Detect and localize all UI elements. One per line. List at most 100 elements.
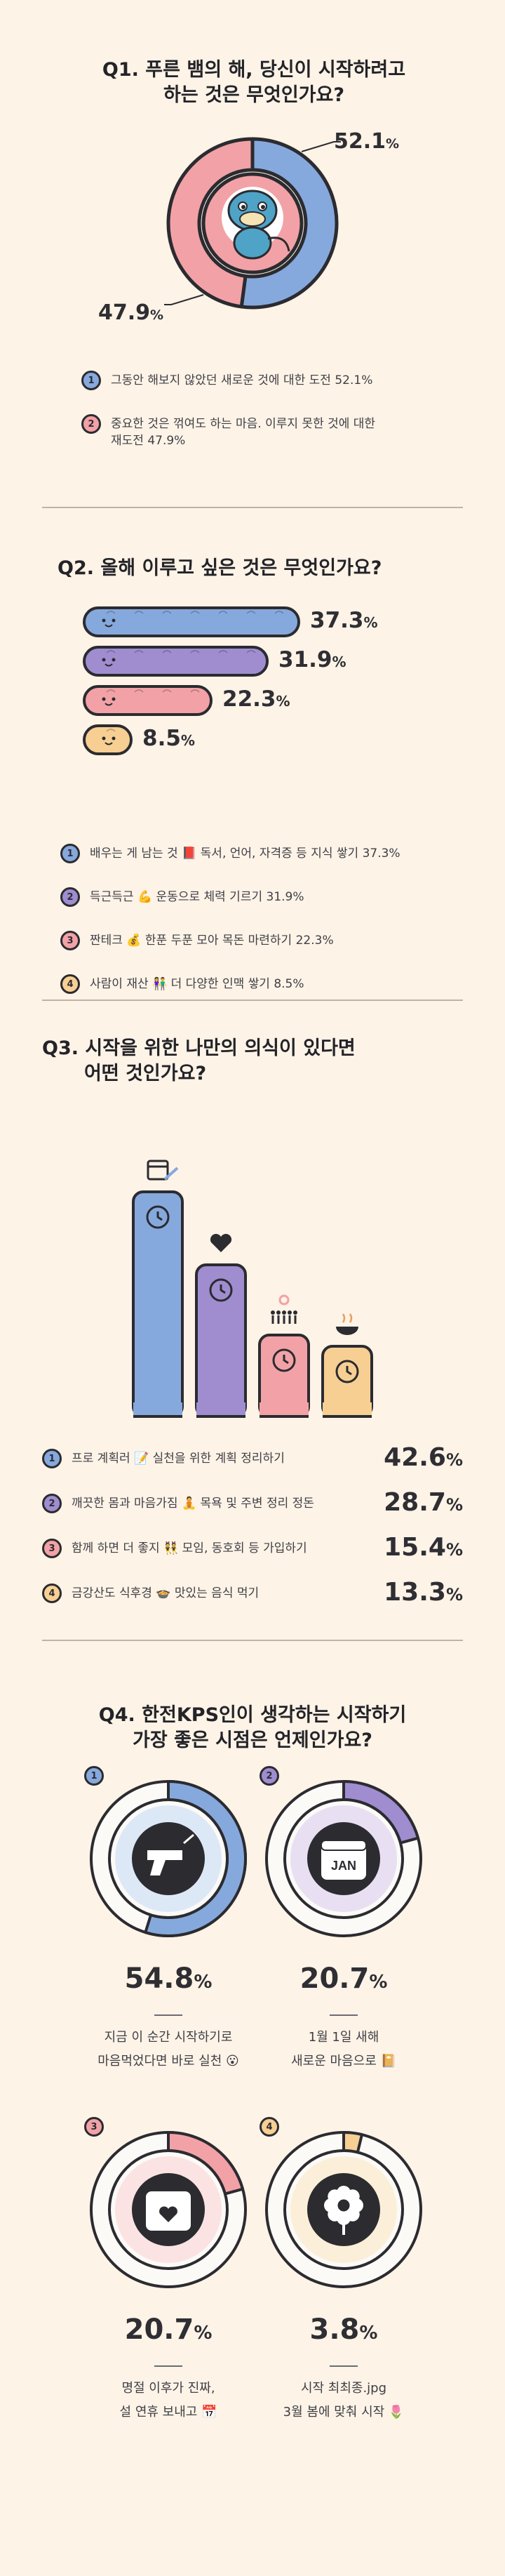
q3-title-line2: 어떤 것인가요? [84,1063,207,1084]
q3-legend-num-2: 2 [48,1498,55,1509]
q2-value-text-2: 31.9 [278,647,332,672]
q4-pct-text-1: 54.8 [124,1963,194,1995]
q1-legend-num-2: 2 [88,418,95,430]
q3-bar-base-3 [260,1402,309,1416]
q4-caption-2: 1월 1일 새해 새로운 마음으로 📔 [252,2026,435,2073]
q2-value-text-4: 8.5 [142,726,181,751]
q1-legend-num-1: 1 [88,375,95,386]
bar-bump [162,611,172,614]
q3-bar-2 [195,1233,247,1418]
face-smile [105,663,113,667]
q2-value-text-3: 22.3 [222,686,276,712]
q2-legend-num-3: 3 [67,935,74,946]
steam-icon [342,1313,353,1323]
q3-bar-base-2 [196,1402,245,1416]
q3-value-unit-4: % [445,1585,463,1605]
people-icon [276,1310,281,1315]
q4-dash-3 [154,2365,182,2367]
spark-icon [183,1833,194,1845]
q1-pct-b-unit: % [150,307,164,323]
q1-legend-item-1: 1 그동안 해보지 않았던 새로운 것에 대한 도전 52.1% [81,371,372,390]
q3-legend-text-1: 프로 계획러 📝 실천을 위한 계획 정리하기 [72,1452,285,1466]
q2-legend-item-1: 1 배우는 게 남는 것 📕 독서, 언어, 자격증 등 지식 쌓기 37.3% [60,844,400,863]
q2-legend-badge-4: 4 [60,974,80,994]
clock-hands [283,1355,289,1365]
q2-legend-badge-1: 1 [60,844,80,863]
bar-bump [106,689,116,693]
q3-legend-badge-3: 3 [42,1539,62,1558]
stopwatch-icon [147,1850,182,1875]
q3-legend-item-3: 3 함께 하면 더 좋지 👯 모임, 동호회 등 가입하기 [42,1539,307,1558]
q2-bar-texture-1 [102,611,284,628]
face-eye-left [102,618,106,623]
q4-donut-1 [90,1780,247,1937]
bar-bump [134,650,144,653]
q3-legend-text-2: 깨끗한 몸과 마음가짐 🧘 목욕 및 주변 정리 정돈 [72,1496,314,1511]
mascot-body [233,226,272,260]
q2-value-unit-4: % [180,732,195,749]
q2-bar-4 [83,724,133,755]
q4-dash-2 [330,2014,358,2016]
q2-legend-num-4: 4 [67,978,74,990]
q4-caption-3: 명절 이후가 진짜, 설 연휴 보내고 📅 [77,2377,260,2424]
q2-bar-3 [83,685,213,716]
bar-bump [218,650,228,653]
face-eye-left [102,697,106,701]
q2-legend-text-4: 사람이 재산 👫 더 다양한 인맥 쌓기 8.5% [90,977,304,991]
q1-slice-1 [239,137,339,310]
q2-legend-num-1: 1 [67,848,74,859]
snake-mascot-icon [222,187,290,260]
q4-pct-3: 20.7% [81,2313,256,2346]
q2-legend-badge-2: 2 [60,887,80,907]
q1-pct-b: 47.9% [98,300,163,325]
pencil-icon [163,1167,179,1181]
q2-bar-2 [83,646,269,677]
q1-legend-text-1: 그동안 해보지 않았던 새로운 것에 대한 도전 52.1% [111,373,373,387]
clock-hands [156,1211,163,1221]
q3-legend-badge-4: 4 [42,1584,62,1603]
face-eye-left [102,736,106,741]
face-smile [105,742,113,745]
q1-leader-b [164,294,204,305]
face-eye-left [102,658,106,662]
q4-pct-1: 54.8% [81,1963,256,1995]
heart-icon [210,1233,232,1252]
q1-pct-a-unit: % [386,136,400,152]
q4-caption-line2-2: 새로운 마음으로 📔 [291,2054,396,2069]
face-smile [105,703,113,706]
bar-bump [246,611,256,614]
bar-bump [190,689,200,693]
q1-pct-a: 52.1% [334,129,399,154]
face-eye-right [112,697,116,701]
q3-value-unit-2: % [445,1495,463,1515]
divider-2 [42,1000,463,1001]
q2-value-text-1: 37.3 [310,608,364,633]
divider-1 [42,507,463,508]
q2-title: Q2. 올해 이루고 싶은 것은 무엇인가요? [58,556,382,581]
q2-legend-text-3: 짠테크 💰 한푼 두푼 모아 목돈 마련하기 22.3% [90,934,334,948]
q4-section: Q4. 한전KPS인이 생각하는 시작하기 가장 좋은 시점은 언제인가요? 1… [0,1641,505,2576]
q4-caption-4: 시작 최최종.jpg 3월 봄에 맞춰 시작 🌷 [252,2377,435,2424]
q3-bar-rect-1 [132,1190,184,1418]
calendar-icon [147,1160,169,1181]
q2-bar-1 [83,606,300,637]
q1-leader-a [301,141,341,152]
q2-legend-badge-3: 3 [60,931,80,950]
face-eye-right [112,736,116,741]
bar-bump [246,650,256,653]
q3-bar-base-4 [323,1402,372,1416]
q2-legend-num-2: 2 [67,891,74,903]
q3-legend-item-2: 2 깨끗한 몸과 마음가짐 🧘 목욕 및 주변 정리 정돈 [42,1494,314,1513]
q4-caption-line1-4: 시작 최최종.jpg [300,2381,387,2396]
q2-bar-texture-4 [102,729,116,745]
flower-center-icon [335,2197,352,2214]
q4-donut-2: JAN [265,1780,422,1937]
q4-title: Q4. 한전KPS인이 생각하는 시작하기 가장 좋은 시점은 언제인가요? [77,1703,428,1753]
q3-value-unit-3: % [445,1540,463,1560]
q3-section: Q3. 시작을 위한 나만의 의식이 있다면 어떤 것인가요? 1 프로 계획러 … [0,1001,505,1637]
q4-pct-text-3: 20.7 [124,2313,194,2346]
q4-badge-num-3: 3 [90,2121,97,2132]
q2-bar-texture-2 [102,650,256,667]
bar-bump [106,729,116,732]
